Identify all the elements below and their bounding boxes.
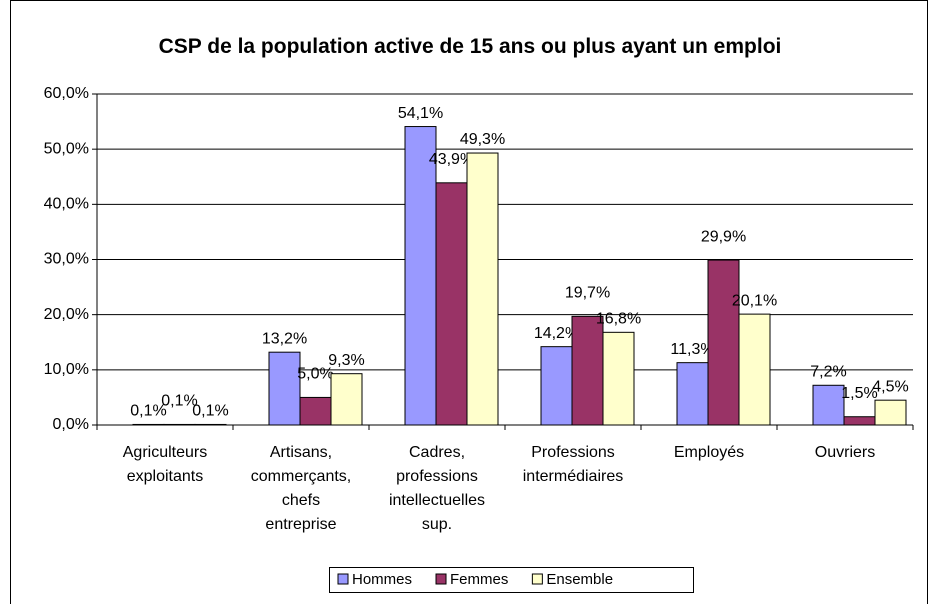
- x-tick-label: Cadres, professions intellectuelles sup.: [389, 444, 485, 533]
- legend-label: Ensemble: [546, 571, 613, 588]
- data-label: 0,1%: [161, 393, 197, 410]
- data-label: 49,3%: [460, 131, 505, 148]
- y-tick-label: 10,0%: [44, 361, 89, 378]
- x-tick-label: Professions intermédiaires: [523, 444, 623, 485]
- bar: [571, 315, 604, 426]
- x-tick-label: Artisans, commerçants, chefs entreprise: [251, 444, 351, 533]
- bar: [843, 416, 876, 426]
- legend-swatch: [337, 573, 349, 585]
- data-label: 0,1%: [130, 403, 166, 420]
- bar: [812, 384, 845, 426]
- data-label: 20,1%: [732, 292, 777, 309]
- bar: [738, 313, 771, 426]
- bar: [874, 399, 907, 426]
- data-label: 14,2%: [534, 325, 579, 342]
- data-label: 1,5%: [841, 385, 877, 402]
- data-label: 0,1%: [192, 403, 228, 420]
- bar: [602, 331, 635, 426]
- legend: Hommes Femmes Ensemble: [329, 567, 694, 593]
- y-tick-label: 40,0%: [44, 196, 89, 213]
- y-tick-label: 60,0%: [44, 85, 89, 102]
- bar: [466, 152, 499, 426]
- legend-box: [329, 567, 694, 593]
- bar: [435, 182, 468, 426]
- data-label: 16,8%: [596, 311, 641, 328]
- y-tick-label: 20,0%: [44, 306, 89, 323]
- data-label: 43,9%: [429, 151, 474, 168]
- y-tick-label: 0,0%: [53, 416, 89, 433]
- y-tick-label: 30,0%: [44, 251, 89, 268]
- legend-label: Hommes: [352, 571, 412, 588]
- bar: [676, 362, 709, 426]
- y-tick-label: 50,0%: [44, 140, 89, 157]
- data-label: 19,7%: [565, 285, 610, 302]
- x-tick-label: Employés: [674, 444, 744, 461]
- x-tick-label: Ouvriers: [815, 444, 875, 461]
- bar: [540, 346, 573, 426]
- bar: [707, 259, 740, 426]
- data-label: 13,2%: [262, 330, 307, 347]
- bar: [404, 126, 437, 426]
- legend-label: Femmes: [450, 571, 508, 588]
- data-label: 9,3%: [328, 352, 364, 369]
- bar: [299, 396, 332, 426]
- data-label: 7,2%: [810, 363, 846, 380]
- data-label: 4,5%: [872, 378, 908, 395]
- bar: [268, 351, 301, 426]
- data-label: 29,9%: [701, 228, 746, 245]
- x-tick-label: Agriculteurs exploitants: [123, 444, 207, 485]
- legend-swatch: [531, 573, 543, 585]
- data-label: 54,1%: [398, 105, 443, 122]
- data-label: 5,0%: [297, 366, 333, 383]
- bar: [330, 373, 363, 426]
- legend-swatch: [435, 573, 447, 585]
- data-label: 11,3%: [670, 341, 714, 358]
- chart-title: CSP de la population active de 15 ans ou…: [159, 35, 782, 58]
